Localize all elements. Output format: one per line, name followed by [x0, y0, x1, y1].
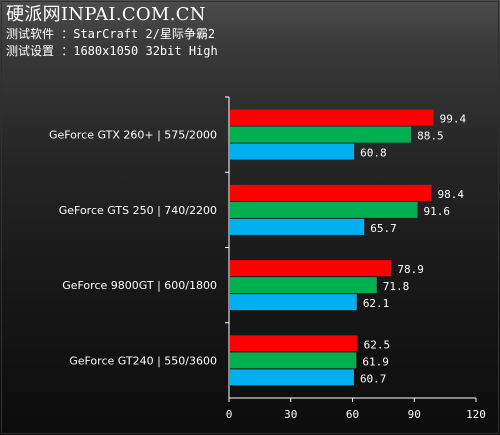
value-label: 98.4	[438, 188, 465, 201]
bar	[230, 109, 434, 126]
value-label: 91.6	[424, 205, 451, 218]
value-label: 60.8	[360, 147, 387, 160]
category-label: GeForce GT240 | 550/3600	[69, 354, 217, 367]
x-tick-label: 120	[466, 408, 486, 421]
bar	[230, 369, 354, 386]
bar	[230, 352, 357, 369]
bar	[230, 218, 365, 235]
x-tick-label: 30	[284, 408, 297, 421]
bar	[230, 143, 355, 160]
value-label: 61.9	[362, 355, 389, 368]
value-label: 60.7	[360, 372, 387, 385]
category-label: GeForce GTS 250 | 740/2200	[59, 204, 217, 217]
value-label: 62.5	[364, 338, 391, 351]
x-tick-label: 90	[408, 408, 421, 421]
bar	[230, 335, 358, 352]
value-label: 65.7	[370, 222, 397, 235]
bar	[230, 294, 357, 311]
bar	[230, 126, 412, 143]
x-tick-label: 0	[226, 408, 233, 421]
site-title: 硬派网INPAI.COM.CN	[6, 4, 206, 25]
category-label: GeForce GTX 260+ | 575/2000	[49, 129, 217, 142]
bar	[230, 184, 432, 201]
value-label: 71.8	[383, 280, 410, 293]
bar	[230, 260, 392, 277]
value-label: 88.5	[417, 130, 444, 143]
test-software-line: 测试软件 ：StarCraft 2/星际争霸2	[6, 27, 216, 41]
chart-header: 硬派网INPAI.COM.CN 测试软件 ：StarCraft 2/星际争霸2 …	[6, 4, 218, 60]
value-label: 99.4	[440, 113, 467, 126]
category-label: GeForce 9800GT | 600/1800	[62, 279, 217, 292]
test-settings-line: 测试设置 ：1680x1050 32bit High	[6, 44, 218, 58]
value-label: 62.1	[363, 297, 390, 310]
bar	[230, 201, 418, 218]
x-tick-label: 60	[346, 408, 359, 421]
bar	[230, 277, 377, 294]
value-label: 78.9	[397, 263, 424, 276]
